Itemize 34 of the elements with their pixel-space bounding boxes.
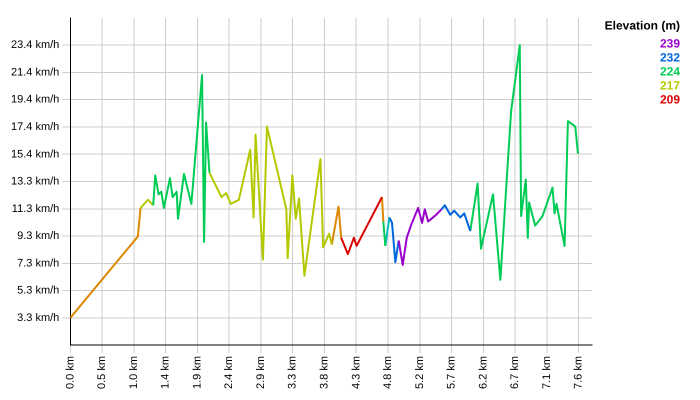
x-tick-label: 2.9 km [254, 356, 267, 390]
x-tick-label: 4.3 km [350, 356, 362, 390]
x-tick-label: 1.9 km [191, 356, 204, 390]
x-tick-label: 5.7 km [446, 356, 458, 390]
x-tick-label: 2.4 km [223, 356, 236, 390]
y-tick-label: 19.4 km/h [10, 94, 60, 106]
y-tick-label: 7.3 km/h [17, 257, 60, 270]
x-tick-label: 3.3 km [286, 356, 299, 390]
x-tick-label: 7.1 km [540, 356, 553, 390]
text: 217 [660, 78, 680, 92]
text: 224 [660, 64, 680, 78]
y-tick-label: 5.3 km/h [17, 284, 60, 297]
y-tick-label: 23.4 km/h [10, 39, 60, 52]
y-tick-label: 3.3 km/h [17, 312, 60, 324]
x-tick-label: 6.2 km [477, 356, 490, 390]
y-tick-label: 11.3 km/h [12, 202, 60, 215]
y-tick-label: 13.3 km/h [10, 176, 60, 188]
x-tick-label: 1.4 km [160, 356, 172, 390]
y-tick-label: 9.3 km/h [17, 230, 60, 242]
y-tick-label: 15.4 km/h [10, 148, 60, 160]
x-tick-label: 5.2 km [414, 356, 426, 390]
x-tick-label: 4.8 km [382, 356, 394, 390]
legend-title: Elevation (m) [604, 18, 680, 32]
x-tick-label: 0.5 km [96, 356, 108, 390]
x-tick-label: 7.6 km [572, 356, 585, 390]
y-tick-label: 17.4 km/h [10, 120, 60, 133]
text: 232 [660, 50, 680, 64]
text: 239 [660, 36, 680, 50]
y-tick-label: 21.4 km/h [10, 66, 60, 78]
x-tick-label: 3.8 km [318, 356, 330, 390]
x-tick-label: 1.0 km [128, 356, 140, 390]
x-tick-label: 0.0 km [64, 356, 76, 390]
x-tick-label: 6.7 km [509, 356, 522, 390]
text: 209 [660, 92, 680, 106]
